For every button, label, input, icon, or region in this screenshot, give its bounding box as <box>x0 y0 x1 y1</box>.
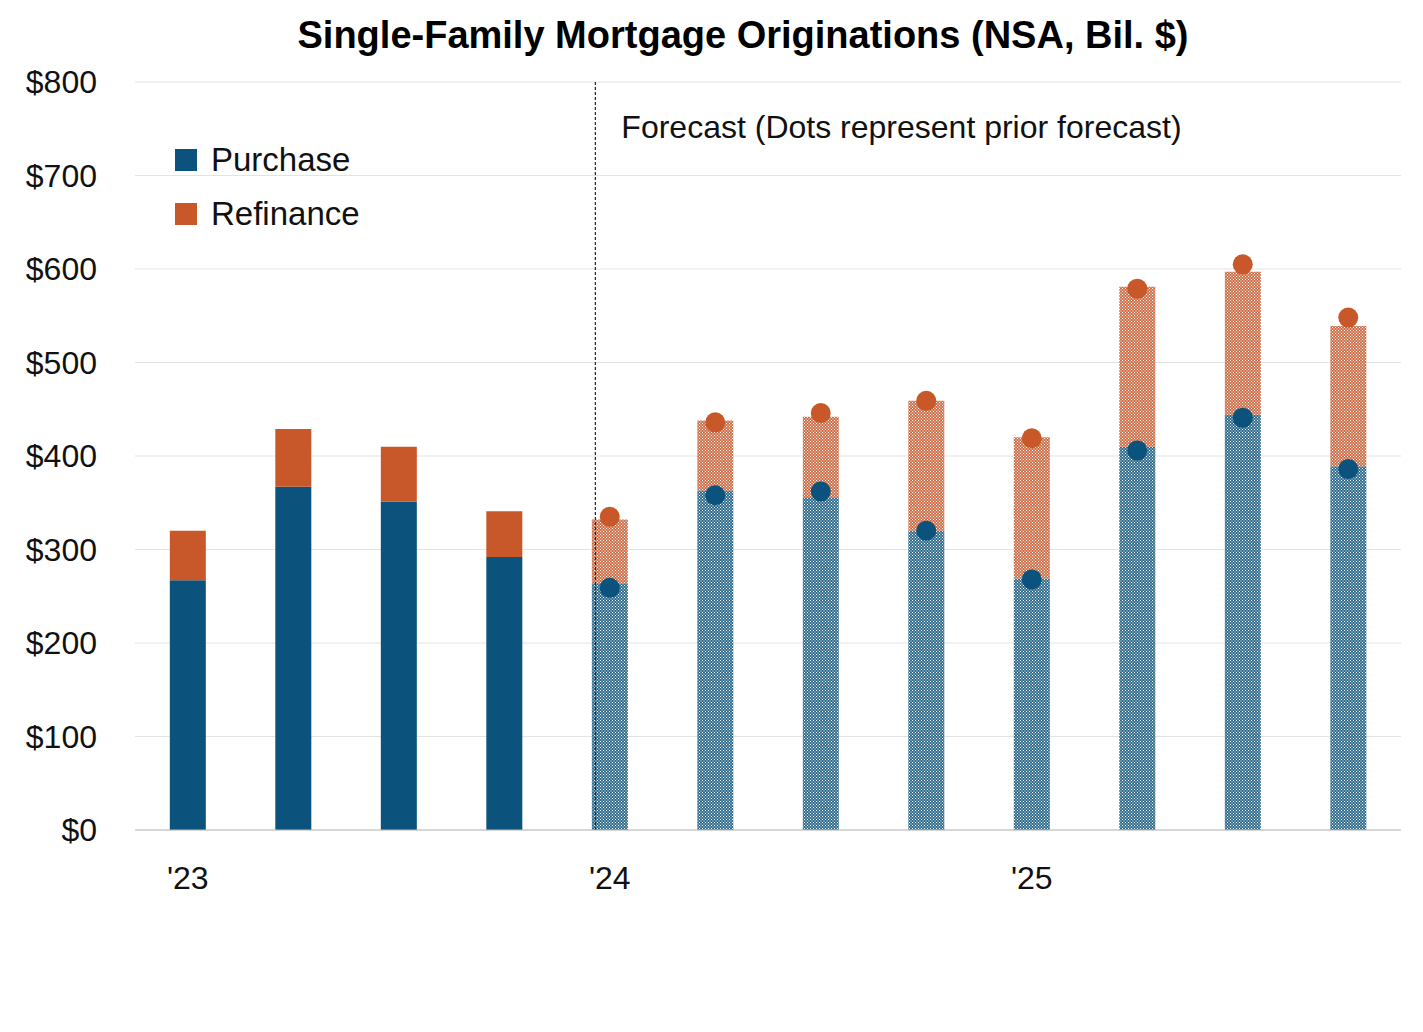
svg-text:$800: $800 <box>26 64 97 100</box>
svg-text:$700: $700 <box>26 158 97 194</box>
svg-text:$400: $400 <box>26 438 97 474</box>
svg-text:$500: $500 <box>26 345 97 381</box>
html-text:Single-Family Mortgage Origina: Single-Family Mortgage Originations (NSA… <box>297 14 1189 56</box>
svg-text:'23: '23 <box>167 860 209 896</box>
svg-text:'24: '24 <box>589 860 631 896</box>
html-text:Purchase: Purchase <box>211 141 351 178</box>
svg-text:Forecast (Dots represent prior: Forecast (Dots represent prior forecast) <box>621 109 1181 145</box>
svg-text:$100: $100 <box>26 719 97 755</box>
svg-text:$200: $200 <box>26 625 97 661</box>
svg-text:$0: $0 <box>61 812 97 848</box>
svg-text:$600: $600 <box>26 251 97 287</box>
svg-text:$300: $300 <box>26 532 97 568</box>
html-text:Refinance: Refinance <box>211 195 360 232</box>
svg-text:'25: '25 <box>1011 860 1053 896</box>
